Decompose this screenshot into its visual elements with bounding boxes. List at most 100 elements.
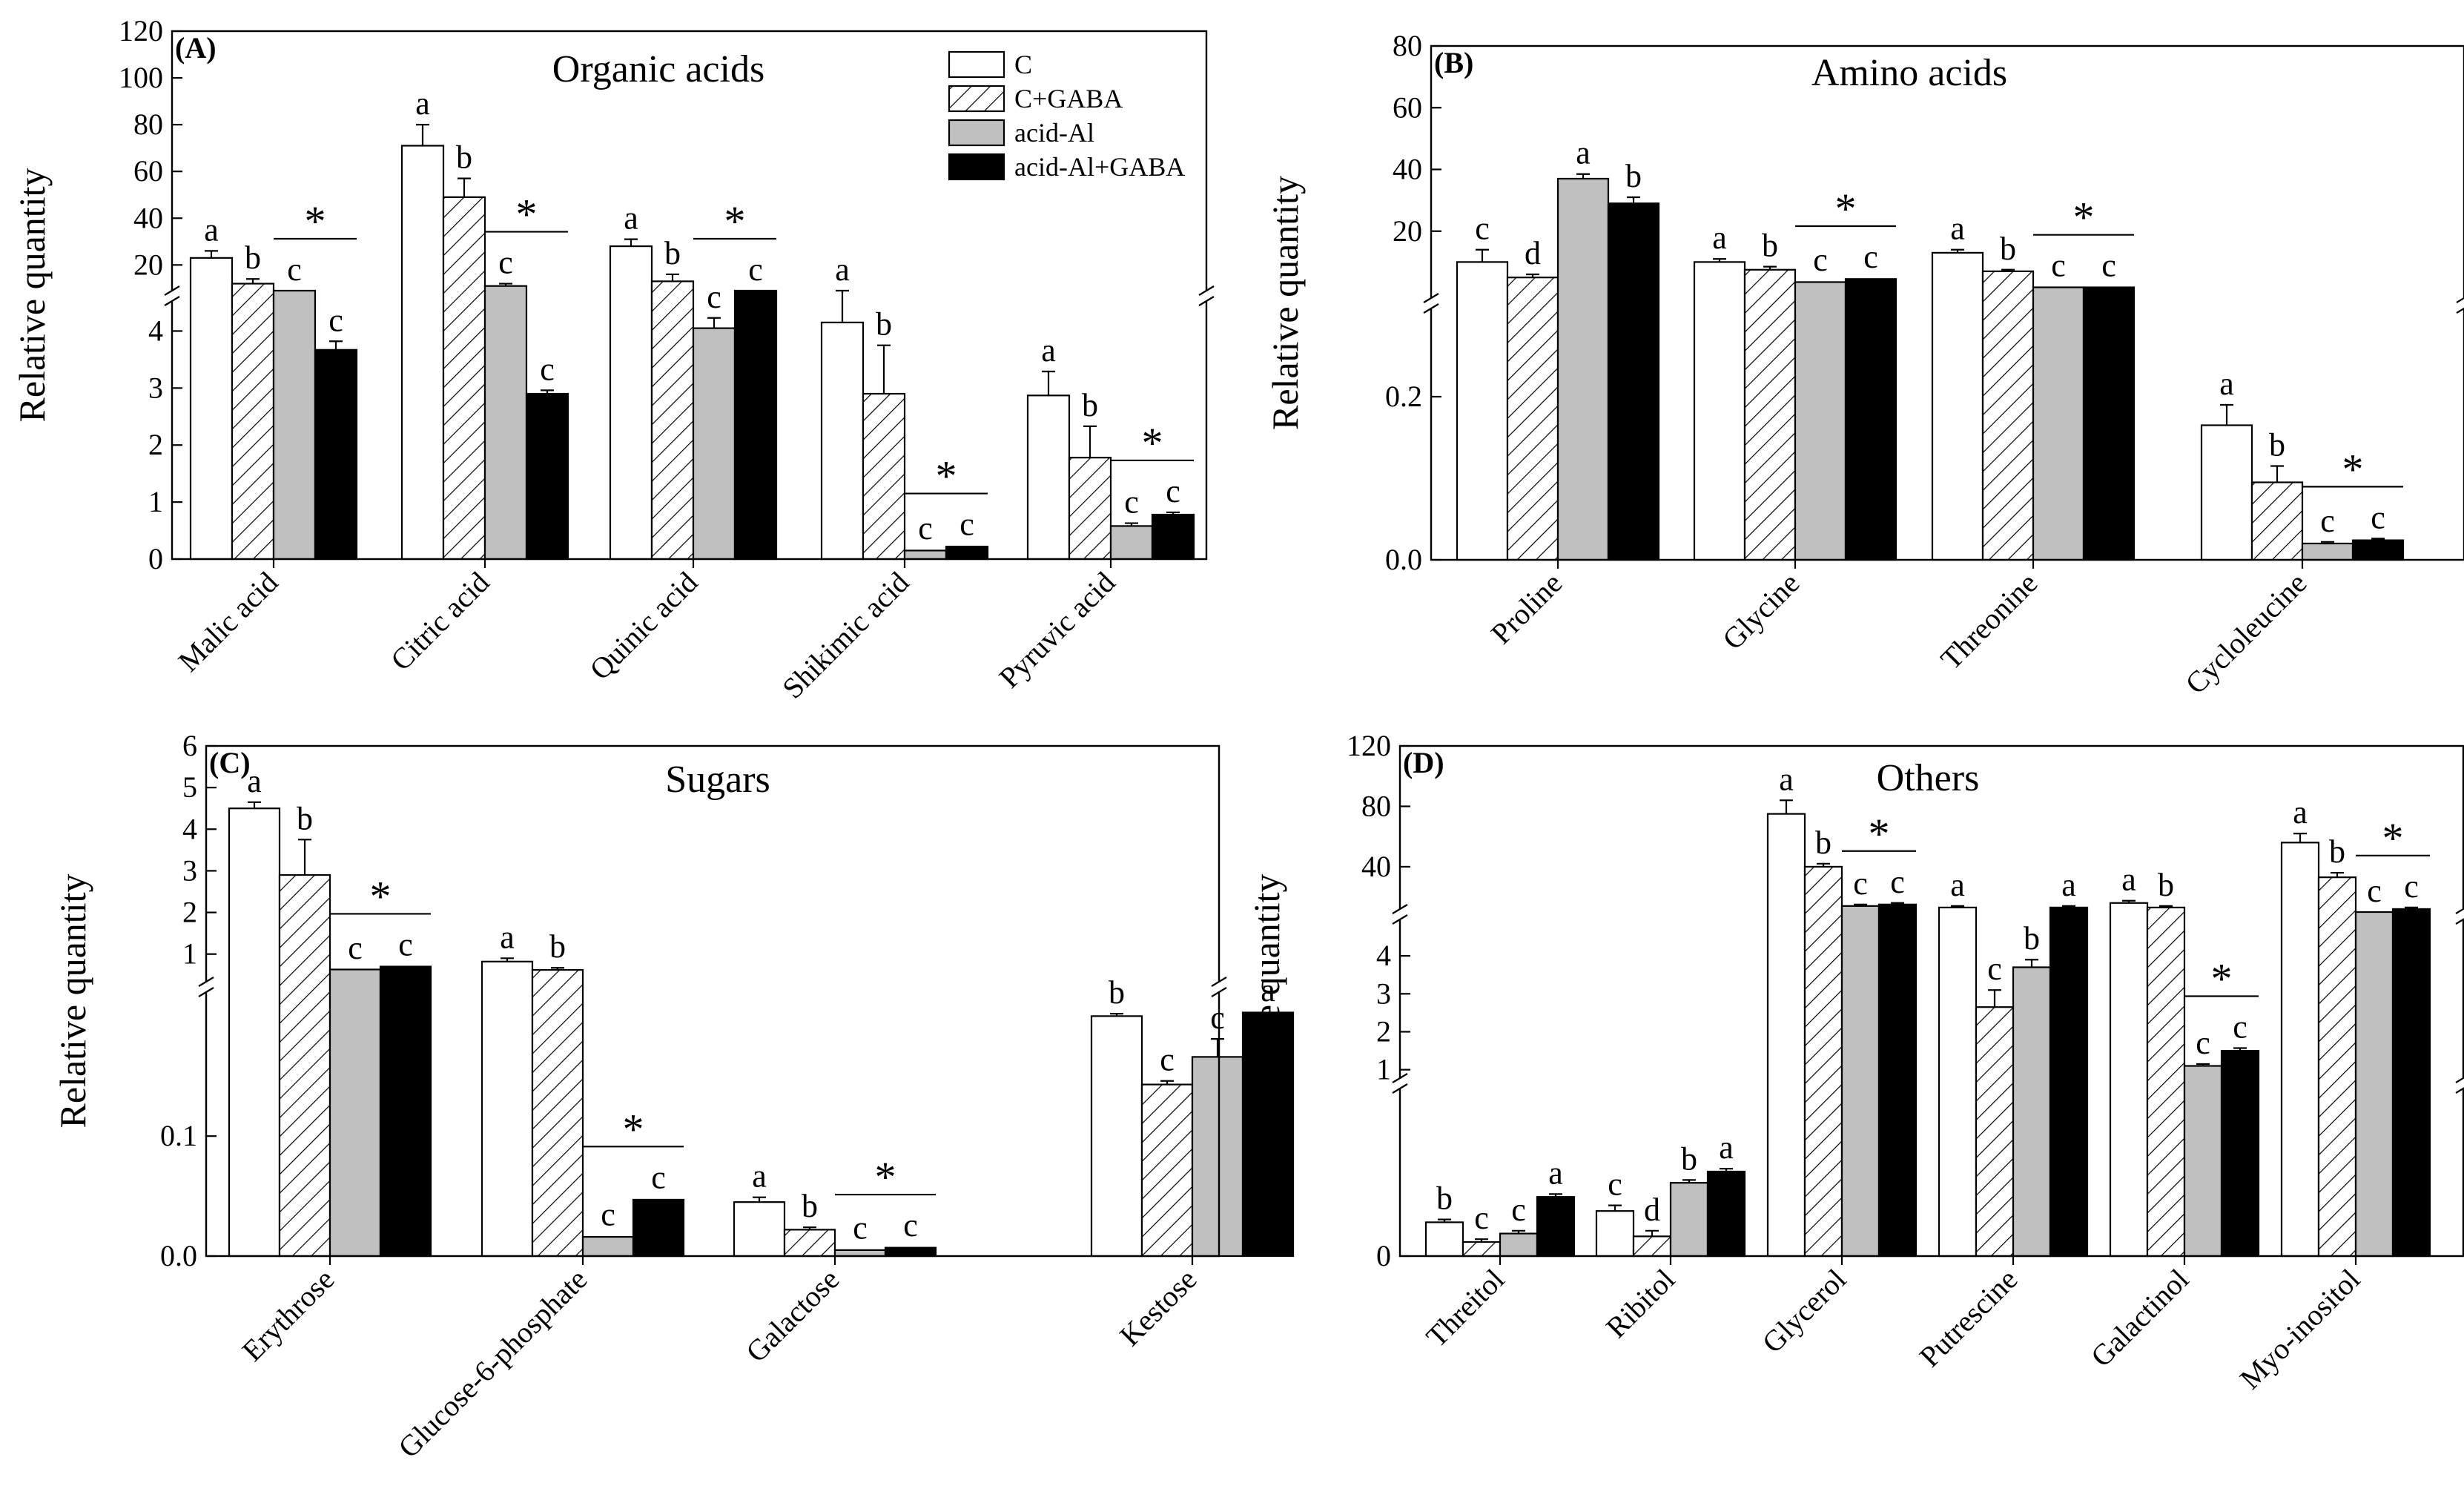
significance-letter: a: [1548, 1154, 1563, 1191]
axis-break-mark: [1392, 904, 1408, 914]
axis-break-mark: [1198, 296, 1215, 306]
significance-letter: c: [1608, 1166, 1622, 1203]
bar-acid-al-0: [272, 289, 317, 561]
category-label: Citric acid: [384, 566, 495, 677]
bar-c-0: [1456, 261, 1509, 561]
significance-letter: c: [1863, 239, 1878, 275]
significance-letter: a: [415, 85, 430, 122]
y-tick-label: 120: [1347, 729, 1391, 762]
bar-acid-al-gaba-5: [2391, 908, 2431, 1258]
y-tick-label: 60: [1393, 90, 1422, 124]
significance-letter: a: [624, 200, 638, 237]
axis-break-mark: [2456, 307, 2464, 314]
axis-break-mark: [2455, 918, 2464, 925]
bar-c-3: [820, 321, 865, 561]
significance-letter: b: [245, 240, 261, 276]
y-tick-label: 80: [1361, 789, 1391, 822]
y-tick-label: 40: [1393, 153, 1422, 186]
legend-swatch: [948, 153, 1005, 181]
bar-c-2: [1766, 813, 1806, 1258]
axis-break-mark: [2456, 297, 2464, 303]
category-label: Glycine: [1716, 566, 1806, 656]
y-tick-label: 80: [1393, 29, 1422, 62]
significance-letter: c: [1124, 484, 1139, 521]
y-tick-label: 80: [133, 108, 163, 141]
significance-letter: b: [876, 306, 892, 343]
axis-break-mark: [2455, 1077, 2464, 1083]
bar-c-gaba-1: [1743, 268, 1797, 561]
significance-letter: a: [204, 211, 219, 248]
bar-c-5: [2280, 842, 2320, 1258]
bar-acid-al-2: [2032, 286, 2085, 561]
y-tick-label: 120: [119, 14, 163, 47]
plot-frame: [1398, 744, 2464, 1258]
significance-letter: c: [918, 510, 933, 546]
y-tick-label: 40: [1361, 850, 1391, 883]
significance-star: *: [370, 872, 392, 920]
bar-c-gaba-4: [2146, 906, 2186, 1258]
significance-letter: c: [2371, 499, 2385, 535]
significance-letter: c: [748, 251, 763, 288]
panel-title: Sugars: [665, 759, 770, 801]
y-tick-label: 1: [182, 937, 197, 971]
significance-letter: a: [835, 251, 850, 288]
y-tick-label: 60: [133, 154, 163, 188]
axis-break-mark: [1392, 1073, 1408, 1083]
y-tick-label: 40: [133, 201, 163, 234]
bar-c-gaba-3: [1975, 1006, 2015, 1258]
significance-letter: b: [2329, 833, 2345, 870]
significance-letter: b: [456, 139, 472, 176]
bar-acid-al-gaba-1: [1844, 278, 1897, 561]
bar-c-0: [1424, 1221, 1464, 1258]
y-tick-label: 0.1: [160, 1119, 197, 1152]
significance-letter: b: [1436, 1180, 1453, 1217]
significance-letter: a: [2293, 794, 2308, 830]
y-tick-label: 0: [1376, 1239, 1391, 1272]
significance-letter: c: [1474, 1200, 1489, 1236]
significance-star: *: [936, 452, 957, 501]
bar-acid-al-5: [2354, 911, 2394, 1258]
y-axis-label: Relative quantity: [52, 874, 93, 1129]
y-tick-label: 20: [133, 248, 163, 281]
bar-c-gaba-1: [531, 968, 584, 1258]
bar-acid-al-3: [1191, 1056, 1244, 1258]
significance-star: *: [1142, 419, 1163, 467]
bar-acid-al-gaba-2: [2082, 286, 2136, 561]
significance-letter: c: [398, 926, 413, 962]
significance-letter: c: [2233, 1008, 2247, 1045]
category-label: Malic acid: [171, 566, 284, 678]
significance-star: *: [2073, 194, 2095, 242]
significance-letter: b: [1762, 228, 1778, 264]
category-label: Glycerol: [1756, 1263, 1853, 1360]
category-label: Galactose: [739, 1263, 845, 1369]
bar-acid-al-1: [1794, 281, 1847, 561]
significance-letter: a: [752, 1158, 767, 1195]
bar-acid-al-1: [581, 1236, 635, 1258]
bar-acid-al-gaba-2: [733, 289, 778, 561]
y-axis-label: Relative quantity: [11, 168, 53, 423]
bar-acid-al-3: [2012, 966, 2052, 1258]
y-tick-label: 1: [1376, 1053, 1391, 1086]
significance-letter: a: [247, 763, 262, 799]
significance-star: *: [623, 1105, 644, 1153]
significance-letter: b: [1109, 974, 1125, 1011]
axis-break-gap: [2459, 910, 2464, 920]
bar-acid-al-4: [2183, 1065, 2223, 1258]
y-tick-label: 4: [182, 812, 197, 845]
significance-letter: c: [1160, 1042, 1175, 1078]
significance-star: *: [2211, 954, 2233, 1002]
axis-break-mark: [1392, 1083, 1408, 1094]
bar-acid-al-2: [1840, 905, 1880, 1258]
bar-acid-al-1: [1669, 1182, 1709, 1258]
axis-break-gap: [2459, 1079, 2464, 1089]
panel-label: (A): [175, 31, 217, 65]
bar-c-gaba-3: [862, 392, 906, 561]
significance-letter: c: [1813, 242, 1828, 278]
y-tick-label: 0.2: [1385, 380, 1422, 413]
y-tick-label: 2: [182, 896, 197, 929]
panel-title: Others: [1877, 757, 1980, 799]
significance-letter: a: [2121, 862, 2136, 898]
